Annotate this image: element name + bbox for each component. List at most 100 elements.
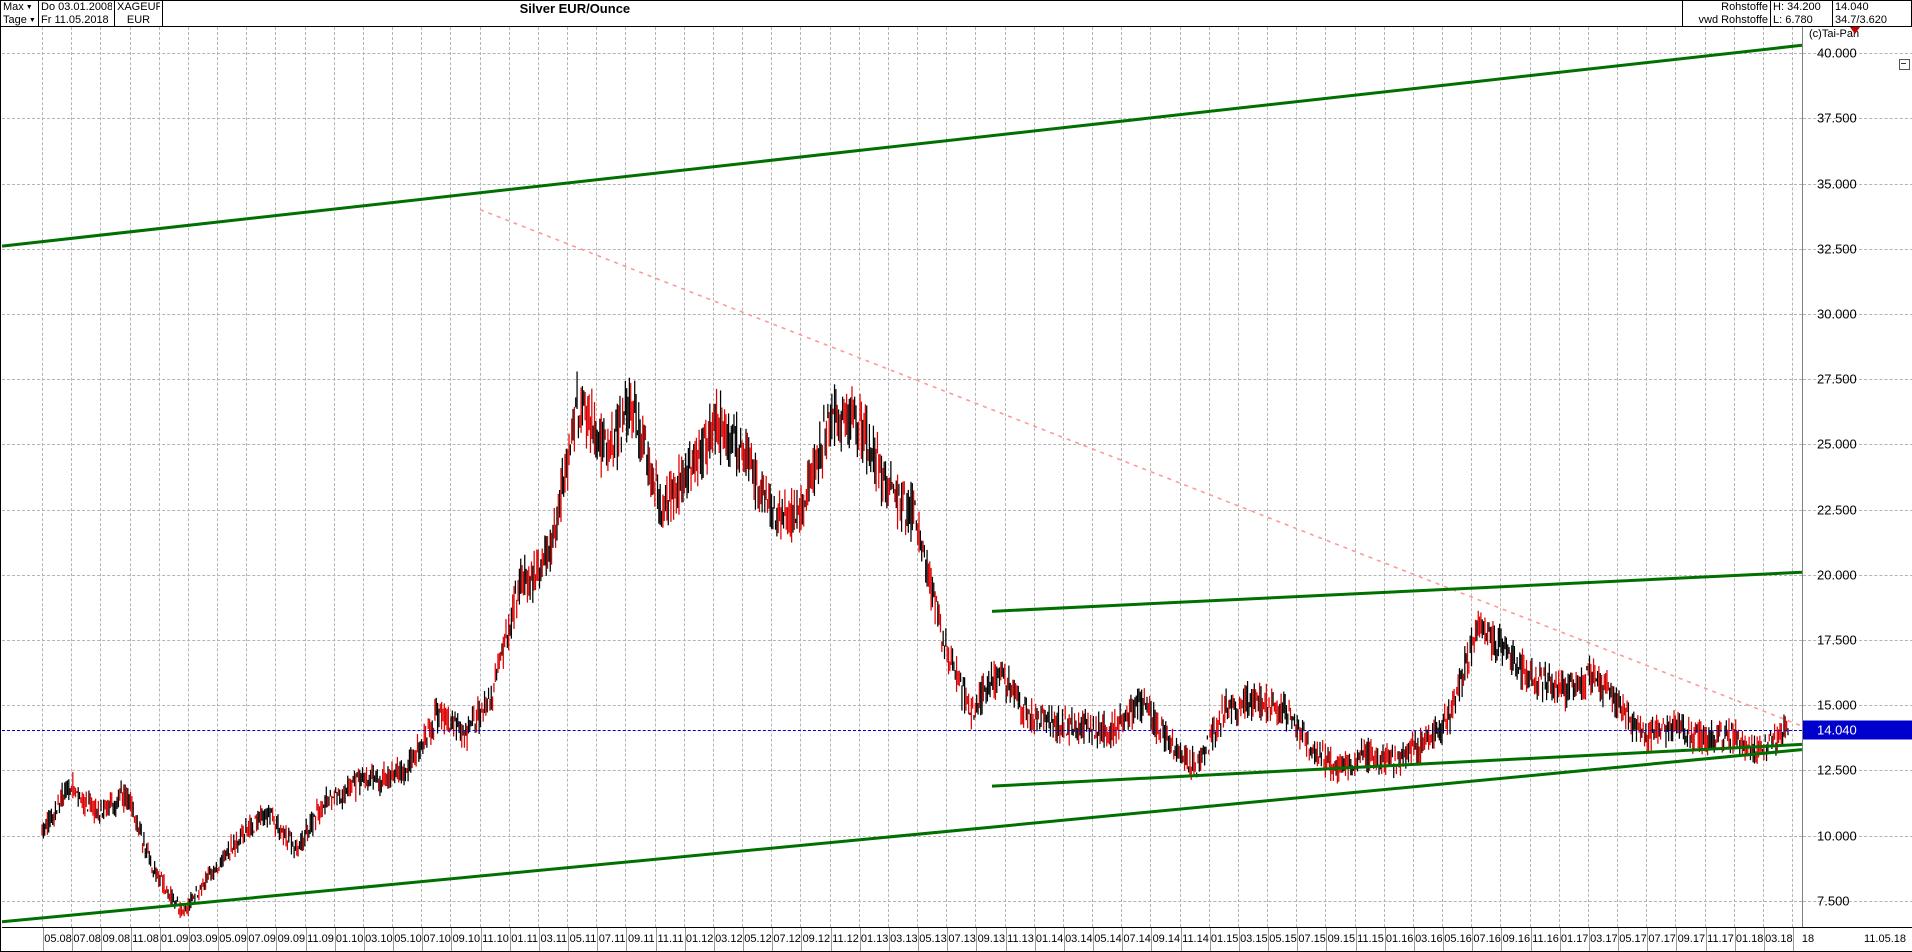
x-axis-tick bbox=[1005, 928, 1007, 951]
y-axis-tick bbox=[1803, 248, 1912, 251]
x-axis-tick bbox=[1763, 928, 1765, 951]
y-axis-tick bbox=[1803, 379, 1912, 381]
x-axis-label: 01.17 bbox=[1560, 933, 1589, 945]
range-select[interactable]: Max ▼ bbox=[3, 1, 36, 13]
x-axis-tick bbox=[1413, 928, 1415, 951]
x-axis-tick bbox=[1472, 928, 1474, 951]
gridline-vertical bbox=[421, 27, 423, 927]
header-spacer bbox=[981, 1, 1684, 26]
y-axis-tick bbox=[1803, 705, 1912, 707]
date-to[interactable]: Fr 11.05.2018 bbox=[41, 14, 109, 26]
x-axis-label: 05.14 bbox=[1094, 933, 1122, 945]
y-axis-label: 30.000 bbox=[1817, 306, 1857, 322]
x-axis-tick bbox=[480, 928, 482, 951]
x-axis-label: 05.15 bbox=[1269, 933, 1297, 945]
symbol-currency: EUR bbox=[126, 14, 151, 26]
date-from[interactable]: Do 03.01.2008 bbox=[41, 1, 112, 13]
x-axis-label: 11.15 bbox=[1357, 933, 1384, 945]
gridline-vertical bbox=[887, 27, 889, 927]
gridline-horizontal bbox=[2, 444, 1802, 446]
x-axis-tick bbox=[1501, 928, 1503, 951]
x-axis-label: 09.08 bbox=[102, 933, 131, 945]
x-axis-label: 09.10 bbox=[452, 933, 481, 945]
gridline-vertical bbox=[1237, 27, 1239, 927]
gridline-vertical bbox=[275, 27, 277, 927]
x-axis-label: 01.15 bbox=[1210, 933, 1239, 945]
y-axis[interactable]: (c)Tai-Pan 40.000 37.500 35.000 32.500 30.00… bbox=[1802, 27, 1912, 927]
gridline-vertical bbox=[1792, 27, 1793, 927]
x-axis-tick bbox=[1676, 928, 1678, 951]
gridline-vertical bbox=[1412, 27, 1414, 927]
x-axis-tick bbox=[1151, 928, 1153, 951]
gridline-vertical bbox=[1296, 27, 1298, 927]
x-axis-label: 11.17 bbox=[1707, 933, 1734, 945]
x-axis-label: 09.11 bbox=[627, 933, 655, 945]
lower-channel-support bbox=[2, 748, 1802, 924]
x-axis-tick bbox=[1559, 928, 1561, 951]
gridline-horizontal bbox=[2, 118, 1802, 120]
gridline-vertical bbox=[596, 27, 598, 927]
gridline-vertical bbox=[771, 27, 773, 927]
gridline-vertical bbox=[1062, 27, 1064, 927]
x-axis-label: 11.14 bbox=[1182, 933, 1209, 945]
y-axis-tick bbox=[1803, 574, 1912, 577]
x-axis-label: 07.08 bbox=[73, 933, 101, 945]
interval-select[interactable]: Tage ▼ bbox=[3, 14, 36, 26]
y-axis-tick bbox=[1803, 53, 1912, 55]
x-axis-tick bbox=[538, 928, 540, 951]
gridline-vertical bbox=[129, 27, 131, 927]
period-low: L: 6.780 bbox=[1773, 14, 1813, 26]
gridline-vertical bbox=[1325, 27, 1327, 927]
y-axis-label: 27.500 bbox=[1817, 371, 1857, 387]
x-axis-label: 07.16 bbox=[1473, 933, 1501, 945]
x-axis[interactable]: 05.08 07.08 09.08 11.08 01.09 03.09 05.09 07.09… bbox=[2, 927, 1912, 951]
x-axis-tick bbox=[830, 928, 832, 951]
x-axis-label: 07.11 bbox=[598, 933, 626, 945]
gridline-vertical bbox=[392, 27, 393, 927]
collapse-icon[interactable] bbox=[1899, 59, 1910, 70]
gridline-vertical bbox=[217, 27, 218, 927]
gridline-vertical bbox=[1004, 27, 1006, 927]
x-axis-tick bbox=[1326, 928, 1328, 951]
y-axis-tick bbox=[1803, 835, 1912, 838]
gridline-vertical bbox=[946, 27, 948, 927]
gridline-vertical bbox=[246, 27, 248, 927]
y-axis-label: 22.500 bbox=[1817, 502, 1857, 518]
x-axis-tick bbox=[422, 928, 424, 951]
x-axis-tick bbox=[743, 928, 744, 951]
last-value-block: 14.040 34.7/3.620 bbox=[1833, 1, 1911, 26]
descending-resistance bbox=[479, 208, 1802, 727]
gridline-vertical bbox=[187, 27, 189, 927]
gridline-horizontal bbox=[2, 770, 1802, 772]
date-range[interactable]: Do 03.01.2008 Fr 11.05.2018 bbox=[39, 1, 115, 26]
x-axis-label: 01.14 bbox=[1035, 933, 1064, 945]
gridline-vertical bbox=[158, 27, 160, 927]
gridline-vertical bbox=[450, 27, 452, 927]
chevron-down-icon: ▼ bbox=[25, 3, 33, 11]
x-axis-label: 03.14 bbox=[1065, 933, 1093, 945]
gridline-vertical bbox=[42, 27, 43, 927]
x-axis-tick bbox=[188, 928, 190, 951]
x-axis-tick bbox=[1297, 928, 1299, 951]
x-axis-tick bbox=[1618, 928, 1619, 951]
x-axis-label: 09.15 bbox=[1327, 933, 1356, 945]
x-axis-label: 07.12 bbox=[773, 933, 801, 945]
y-axis-label: 25.000 bbox=[1817, 436, 1857, 452]
x-axis-label: 05.17 bbox=[1619, 933, 1647, 945]
chart-series-layer bbox=[2, 43, 1802, 924]
x-axis-label: 05.12 bbox=[744, 933, 772, 945]
gridline-vertical bbox=[71, 27, 73, 927]
y-axis-tick bbox=[1803, 444, 1912, 446]
price-chart-plot[interactable] bbox=[2, 27, 1802, 927]
inner-lower-trend bbox=[991, 742, 1802, 788]
range-and-interval-selectors[interactable]: Max ▼ Tage ▼ bbox=[1, 1, 39, 26]
gridline-vertical bbox=[829, 27, 831, 927]
y-axis-label: 7.500 bbox=[1817, 893, 1850, 909]
gridline-vertical bbox=[537, 27, 539, 927]
y-axis-tick bbox=[1803, 118, 1912, 120]
x-axis-tick bbox=[218, 928, 219, 951]
gridline-vertical bbox=[1558, 27, 1560, 927]
gridline-vertical bbox=[1442, 27, 1443, 927]
gridline-vertical bbox=[479, 27, 481, 927]
